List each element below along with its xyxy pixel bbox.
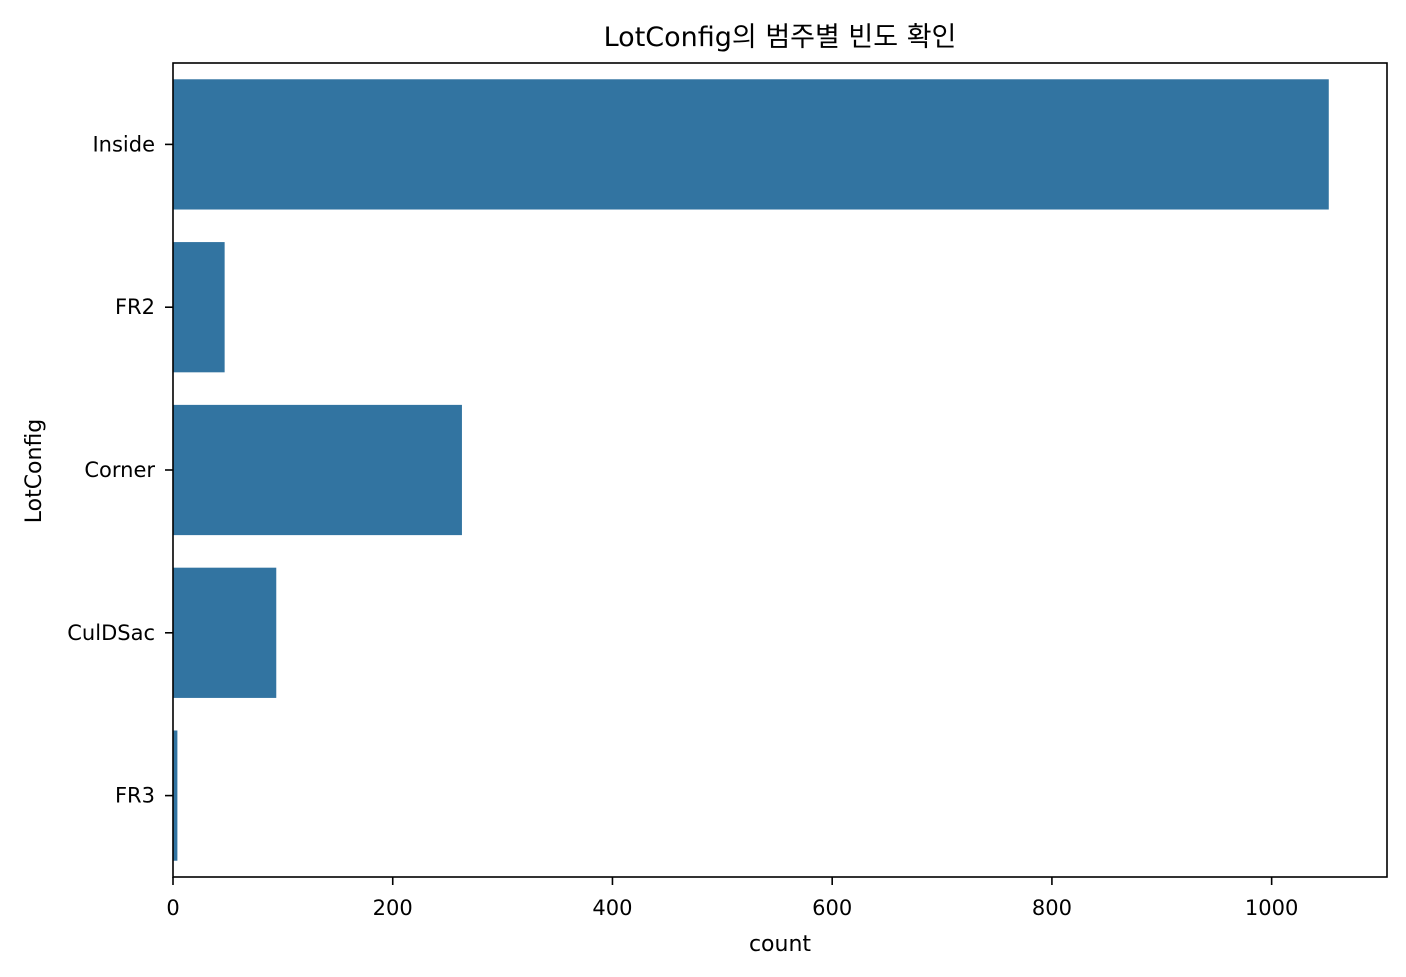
y-tick-label-fr2: FR2 (115, 295, 155, 319)
x-tick-label-400: 400 (592, 896, 632, 920)
bar-corner (173, 404, 462, 536)
y-axis-ticks: Inside FR2 Corner CulDSac FR3 (67, 132, 173, 808)
bar-fr3 (173, 730, 178, 861)
y-tick-label-fr3: FR3 (115, 784, 155, 808)
x-axis-label: count (749, 932, 811, 957)
bar-inside (173, 79, 1329, 210)
x-tick-label-1000: 1000 (1245, 896, 1298, 920)
y-tick-label-corner: Corner (84, 458, 155, 482)
x-tick-label-800: 800 (1032, 896, 1072, 920)
bar-fr2 (173, 242, 225, 373)
y-tick-label-culdsac: CulDSac (67, 621, 155, 645)
bars-group (173, 79, 1329, 861)
plot-frame (172, 62, 1388, 878)
chart-title: LotConfig의 범주별 빈도 확인 (604, 22, 957, 53)
y-axis-label: LotConfig (22, 419, 47, 524)
y-tick-label-inside: Inside (92, 132, 155, 156)
x-axis-ticks: 0 200 400 600 800 1000 (166, 877, 1298, 920)
x-tick-label-600: 600 (812, 896, 852, 920)
bar-culdsac (173, 567, 277, 698)
x-tick-label-200: 200 (373, 896, 413, 920)
x-tick-label-0: 0 (166, 896, 179, 920)
